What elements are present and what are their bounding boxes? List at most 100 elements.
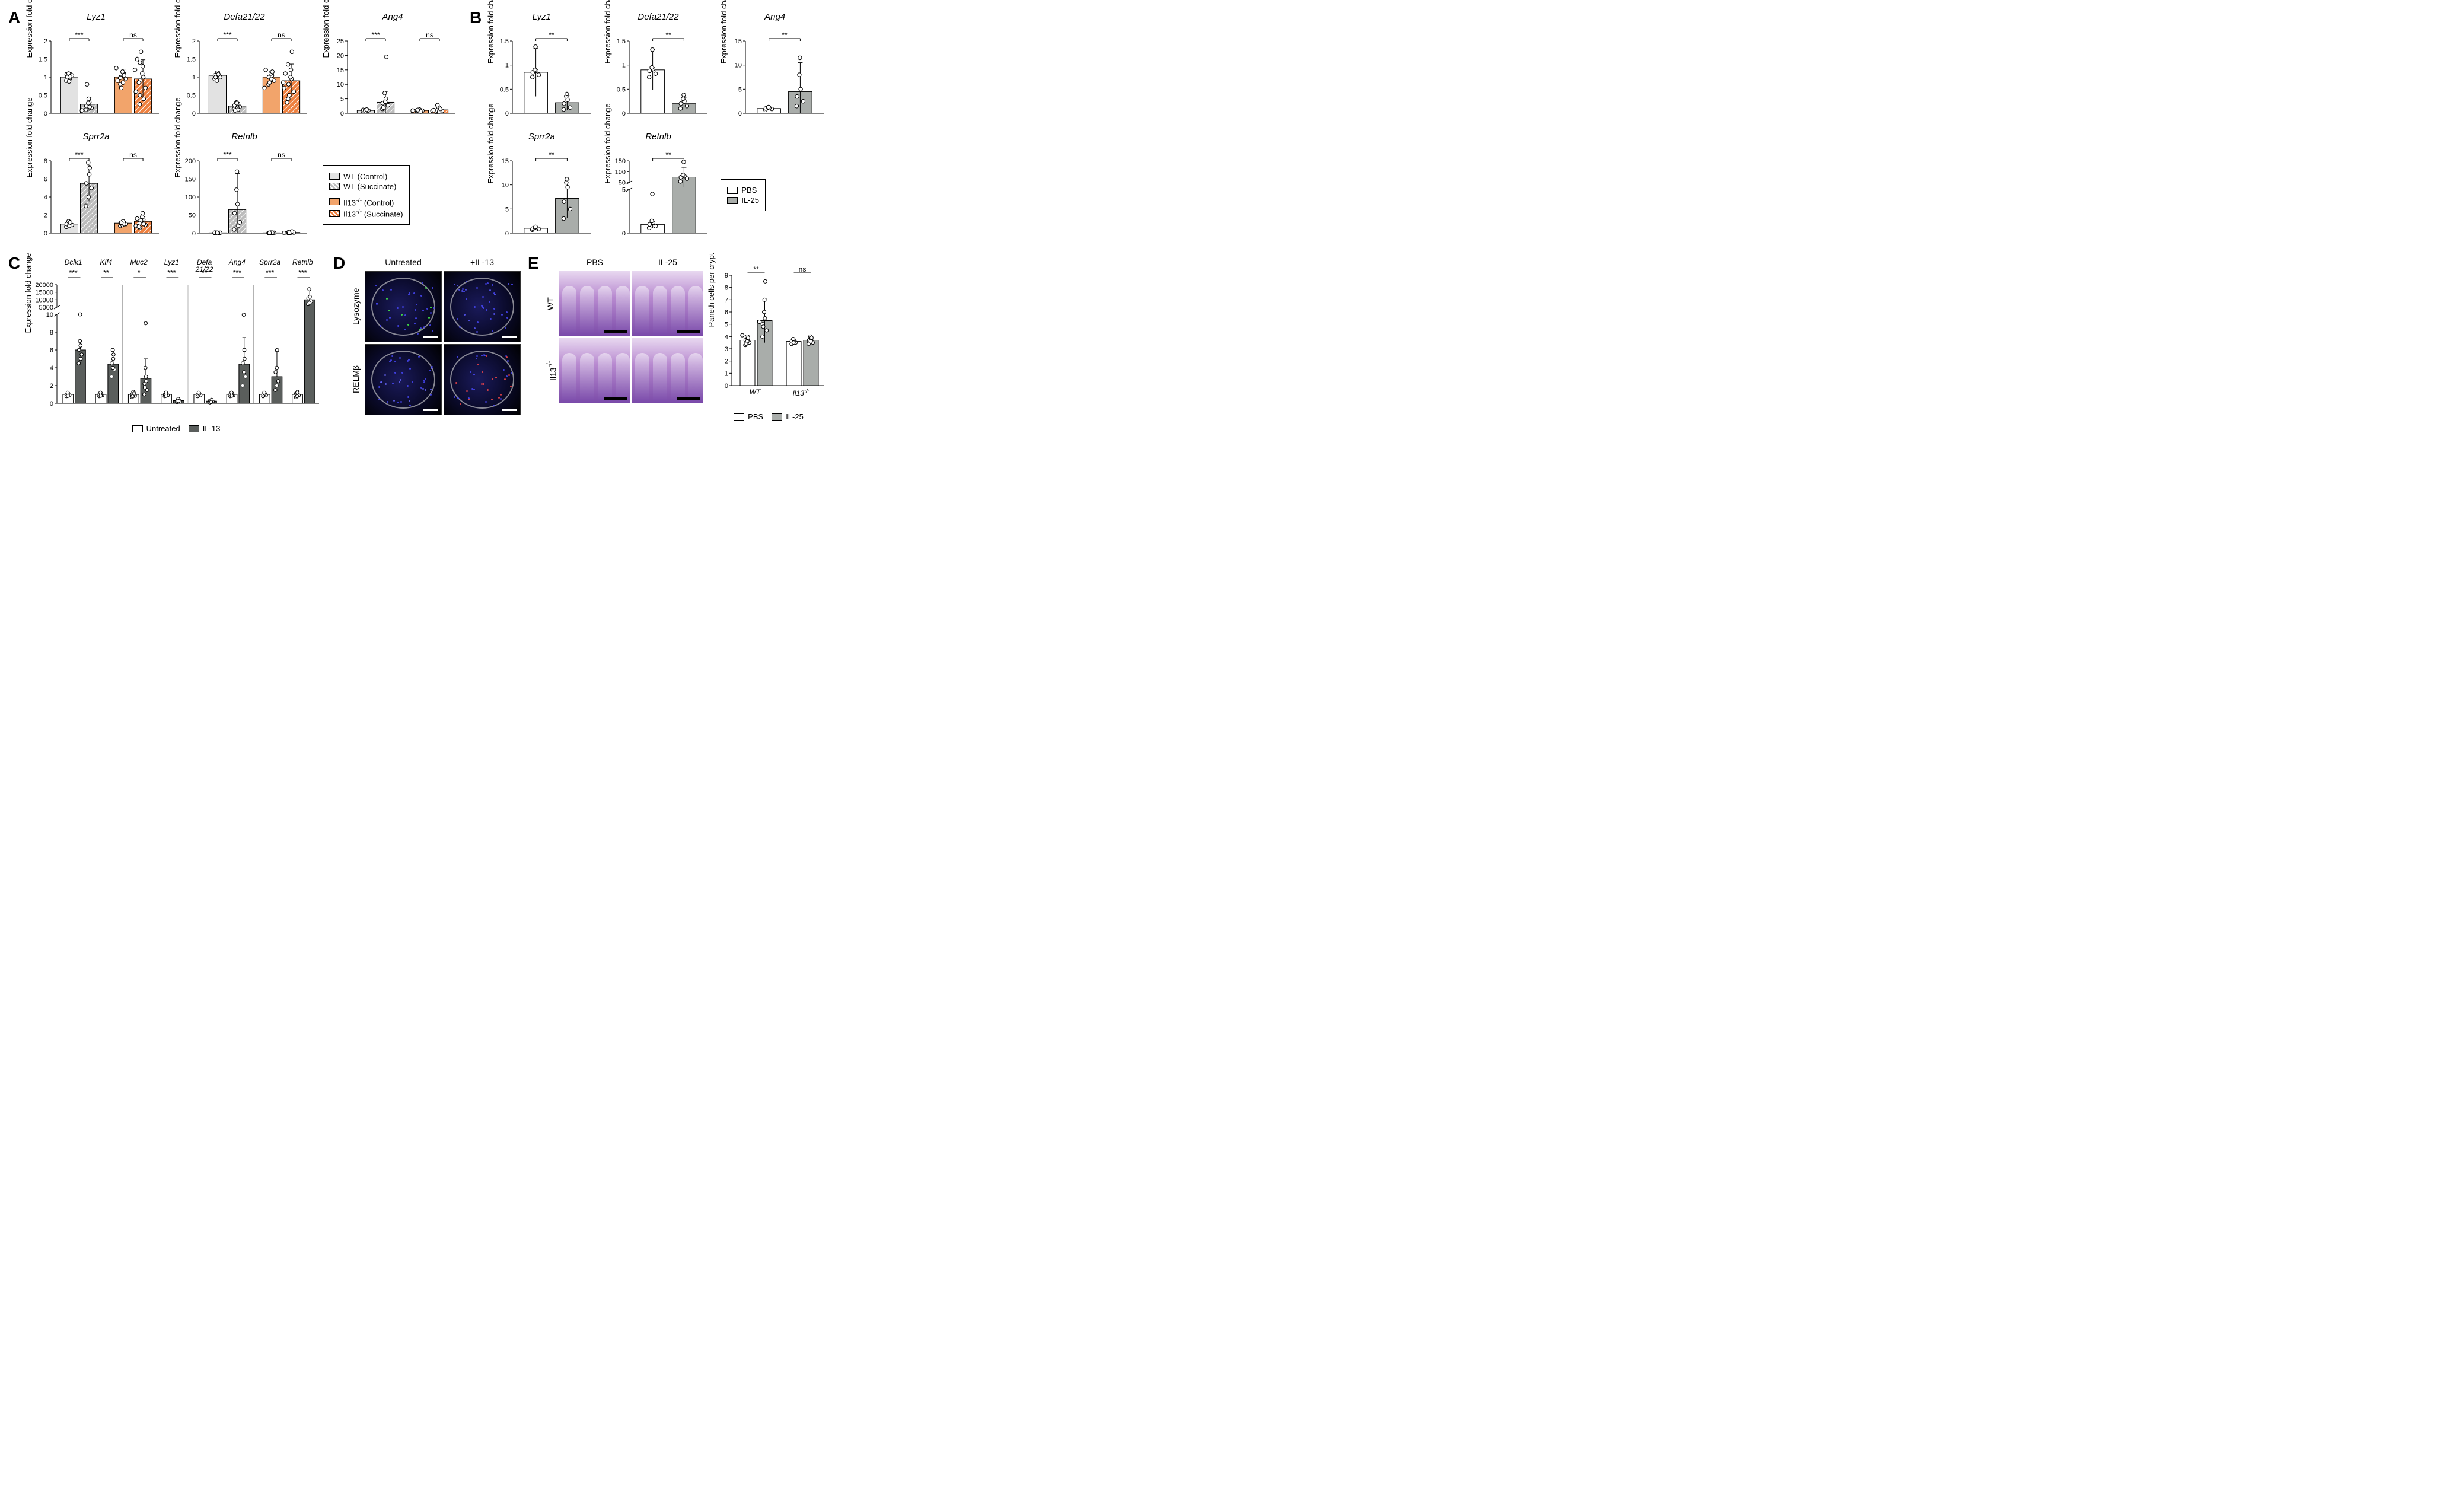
svg-text:0: 0: [192, 110, 196, 117]
svg-text:0: 0: [44, 110, 47, 117]
svg-text:4: 4: [725, 333, 728, 340]
svg-text:**: **: [782, 31, 788, 39]
y-axis-label: Expression fold change: [173, 0, 182, 58]
y-axis-label: Expression fold change: [719, 0, 728, 64]
chart-title: Lyz1: [487, 12, 596, 22]
row-1: A Lyz1Expression fold change00.511.52***…: [12, 12, 842, 247]
svg-text:150: 150: [614, 158, 625, 165]
svg-text:Retnlb: Retnlb: [292, 258, 313, 266]
svg-text:1: 1: [725, 370, 728, 377]
svg-text:***: ***: [233, 269, 241, 277]
panel-d-letter: D: [333, 254, 345, 273]
micrograph: [444, 344, 521, 415]
histology-image: [559, 338, 630, 403]
svg-text:2: 2: [725, 358, 728, 365]
panel-c-letter: C: [8, 254, 20, 273]
histo-col-label: IL-25: [632, 257, 703, 268]
legend-label: WT (Control): [343, 172, 387, 181]
svg-text:ns: ns: [278, 31, 285, 39]
y-axis-label: Expression fold change: [173, 97, 182, 177]
svg-text:50: 50: [618, 180, 625, 187]
svg-text:1: 1: [192, 74, 196, 81]
panel-b-letter: B: [470, 8, 482, 27]
micro-col-label: +IL-13: [444, 257, 521, 268]
svg-text:10: 10: [735, 62, 742, 69]
y-axis-label: Expression fold change: [486, 103, 495, 183]
panel-a-legend: WT (Control)WT (Succinate)Il13-/- (Contr…: [323, 165, 410, 225]
svg-text:20: 20: [337, 52, 344, 59]
svg-text:***: ***: [223, 151, 231, 159]
y-axis-label: Expression fold change: [603, 103, 612, 183]
svg-text:15: 15: [502, 158, 509, 165]
chart-title: Ang4: [721, 12, 829, 22]
svg-text:1.5: 1.5: [500, 38, 509, 45]
svg-text:6: 6: [725, 309, 728, 316]
svg-text:1: 1: [44, 74, 47, 81]
svg-text:200: 200: [185, 158, 196, 165]
svg-text:9: 9: [725, 272, 728, 279]
y-axis-label: Expression fold change: [321, 0, 330, 58]
svg-text:5: 5: [505, 206, 509, 213]
svg-text:10: 10: [502, 182, 509, 189]
svg-text:0: 0: [738, 110, 742, 117]
svg-text:0.5: 0.5: [500, 86, 509, 93]
svg-text:***: ***: [371, 31, 380, 39]
svg-text:0.5: 0.5: [39, 93, 47, 100]
svg-text:10: 10: [46, 311, 53, 319]
svg-text:5: 5: [738, 86, 742, 93]
svg-text:Lyz1: Lyz1: [164, 258, 179, 266]
legend-label: PBS: [741, 186, 757, 195]
svg-text:5: 5: [340, 96, 344, 103]
chart-title: Sprr2a: [26, 132, 166, 142]
svg-text:1: 1: [505, 62, 509, 69]
svg-text:15000: 15000: [35, 289, 53, 297]
panel-e-legend: PBSIL-25: [709, 411, 828, 422]
svg-text:Muc2: Muc2: [130, 258, 148, 266]
panel-b-legend: PBSIL-25: [721, 179, 766, 211]
svg-text:**: **: [665, 31, 671, 39]
svg-text:3: 3: [725, 346, 728, 353]
svg-text:8: 8: [50, 329, 53, 336]
histology-image: [632, 271, 703, 336]
svg-text:8: 8: [44, 158, 47, 165]
svg-text:***: ***: [69, 269, 78, 277]
svg-text:25: 25: [337, 38, 344, 45]
legend-label: Il13-/- (Succinate): [343, 208, 403, 218]
svg-text:1.5: 1.5: [39, 56, 47, 63]
svg-text:6: 6: [44, 176, 47, 183]
svg-text:ns: ns: [799, 265, 807, 273]
panel-e-histology-grid: PBSIL-25WTIl13-/-: [546, 257, 703, 403]
svg-text:**: **: [549, 31, 554, 39]
y-axis-label: Expression fold change: [25, 0, 34, 58]
svg-text:7: 7: [725, 297, 728, 304]
svg-text:0.5: 0.5: [187, 93, 196, 100]
svg-text:Klf4: Klf4: [100, 258, 113, 266]
micrograph: [444, 271, 521, 342]
svg-text:0: 0: [50, 400, 53, 407]
svg-text:0: 0: [725, 383, 728, 390]
svg-text:4: 4: [44, 194, 47, 201]
svg-text:0.5: 0.5: [616, 86, 625, 93]
svg-text:50: 50: [189, 212, 196, 219]
panel-c-legend: UntreatedIL-13: [26, 423, 326, 434]
chart-title: Sprr2a: [487, 132, 596, 142]
svg-text:5: 5: [622, 187, 626, 194]
svg-text:Ang4: Ang4: [228, 258, 246, 266]
svg-text:**: **: [202, 269, 208, 277]
svg-text:100: 100: [614, 168, 625, 176]
chart-title: Retnlb: [604, 132, 713, 142]
svg-text:20000: 20000: [35, 282, 53, 289]
panel-b: B Lyz1Expression fold change00.511.5**De…: [473, 12, 829, 247]
svg-text:2: 2: [44, 212, 47, 219]
micrograph: [365, 271, 442, 342]
legend-label: Il13-/- (Control): [343, 197, 394, 207]
svg-text:1.5: 1.5: [187, 56, 196, 63]
svg-text:5: 5: [725, 321, 728, 329]
chart-title: Lyz1: [26, 12, 166, 22]
histology-image: [559, 271, 630, 336]
svg-text:10000: 10000: [35, 297, 53, 304]
svg-text:8: 8: [725, 285, 728, 292]
svg-text:2: 2: [50, 383, 53, 390]
svg-text:**: **: [103, 269, 109, 277]
y-axis-label: Expression fold change: [603, 0, 612, 64]
